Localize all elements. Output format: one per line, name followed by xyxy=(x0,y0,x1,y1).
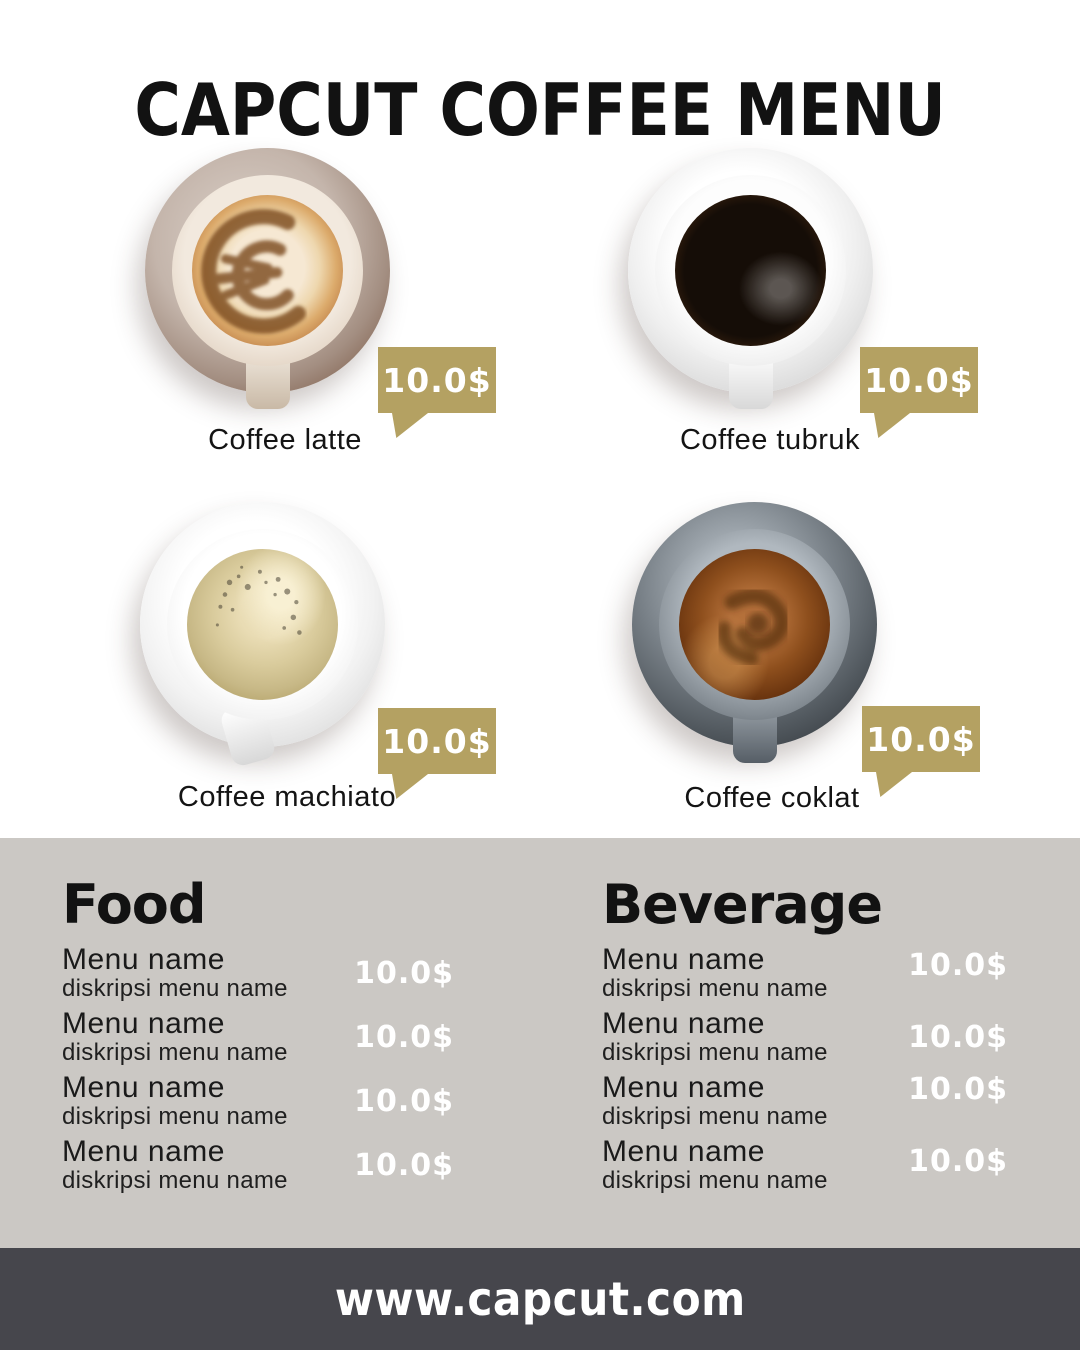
menu-item-name: Menu name xyxy=(62,1135,225,1168)
coffee-surface xyxy=(674,194,827,347)
menu-item-name: Menu name xyxy=(62,943,225,976)
menu-item-name: Menu name xyxy=(62,1071,225,1104)
price-label: 10.0$ xyxy=(864,360,974,400)
menu-item-name: Menu name xyxy=(602,1007,765,1040)
food-menu-list: Menu name diskripsi menu name 10.0$ Menu… xyxy=(62,943,454,1200)
menu-item-name: Menu name xyxy=(62,1007,225,1040)
menu-item-row: Menu name diskripsi menu name 10.0$ xyxy=(602,1071,1008,1136)
coffee-latte-photo xyxy=(145,148,390,409)
menu-item-price: 10.0$ xyxy=(908,948,1008,983)
menu-item-description: diskripsi menu name xyxy=(62,1167,288,1195)
menu-item-price: 10.0$ xyxy=(908,1072,1008,1107)
menu-item-row: Menu name diskripsi menu name 10.0$ xyxy=(602,943,1008,1008)
coffee-surface xyxy=(186,548,339,701)
price-tag-bubble: 10.0$ xyxy=(862,706,980,772)
menu-item-price: 10.0$ xyxy=(908,1144,1008,1179)
menu-item-price: 10.0$ xyxy=(354,1148,454,1183)
latte-art-fern xyxy=(200,208,306,334)
coffee-item-name: Coffee latte xyxy=(208,424,362,456)
menu-item-name: Menu name xyxy=(602,943,765,976)
menu-panel: Food Beverage Menu name diskripsi menu n… xyxy=(0,838,1080,1248)
menu-item-row: Menu name diskripsi menu name 10.0$ xyxy=(602,1135,1008,1200)
menu-item-price: 10.0$ xyxy=(354,1020,454,1055)
footer-bar: www.capcut.com xyxy=(0,1248,1080,1350)
beverage-menu-list: Menu name diskripsi menu name 10.0$ Menu… xyxy=(602,943,1008,1200)
coffee-coklat-photo xyxy=(632,502,877,763)
coffee-item-name: Coffee coklat xyxy=(684,782,860,814)
menu-item-name: Menu name xyxy=(602,1071,765,1104)
menu-item-price: 10.0$ xyxy=(354,1084,454,1119)
menu-item-row: Menu name diskripsi menu name 10.0$ xyxy=(62,1135,454,1200)
section-heading-food: Food xyxy=(62,873,207,936)
coffee-item-name: Coffee machiato xyxy=(177,781,397,813)
coffee-machiato-photo xyxy=(140,502,385,768)
price-label: 10.0$ xyxy=(866,719,976,759)
price-tag-bubble: 10.0$ xyxy=(378,708,496,774)
menu-item-description: diskripsi menu name xyxy=(62,975,288,1003)
menu-item-row: Menu name diskripsi menu name 10.0$ xyxy=(602,1007,1008,1072)
menu-item-description: diskripsi menu name xyxy=(602,975,828,1003)
page-title: CAPCUT COFFEE MENU xyxy=(0,74,1080,146)
menu-item-description: diskripsi menu name xyxy=(62,1103,288,1131)
menu-item-price: 10.0$ xyxy=(354,956,454,991)
menu-item-row: Menu name diskripsi menu name 10.0$ xyxy=(62,943,454,1008)
menu-item-row: Menu name diskripsi menu name 10.0$ xyxy=(62,1071,454,1136)
menu-item-price: 10.0$ xyxy=(908,1020,1008,1055)
coffee-tubruk-photo xyxy=(628,148,873,409)
menu-item-description: diskripsi menu name xyxy=(602,1103,828,1131)
price-label: 10.0$ xyxy=(382,360,492,400)
menu-item-description: diskripsi menu name xyxy=(62,1039,288,1067)
website-url: www.capcut.com xyxy=(334,1272,746,1326)
page-title-text: CAPCUT COFFEE MENU xyxy=(134,68,946,153)
menu-item-name: Menu name xyxy=(602,1135,765,1168)
menu-item-description: diskripsi menu name xyxy=(602,1039,828,1067)
price-tag-bubble: 10.0$ xyxy=(378,347,496,413)
price-label: 10.0$ xyxy=(382,721,492,761)
menu-item-row: Menu name diskripsi menu name 10.0$ xyxy=(62,1007,454,1072)
menu-item-description: diskripsi menu name xyxy=(602,1167,828,1195)
foam-speckles xyxy=(215,565,302,635)
price-tag-bubble: 10.0$ xyxy=(860,347,978,413)
coffee-item-name: Coffee tubruk xyxy=(679,424,861,456)
section-heading-beverage: Beverage xyxy=(602,873,883,936)
cocoa-swirl xyxy=(717,588,789,665)
